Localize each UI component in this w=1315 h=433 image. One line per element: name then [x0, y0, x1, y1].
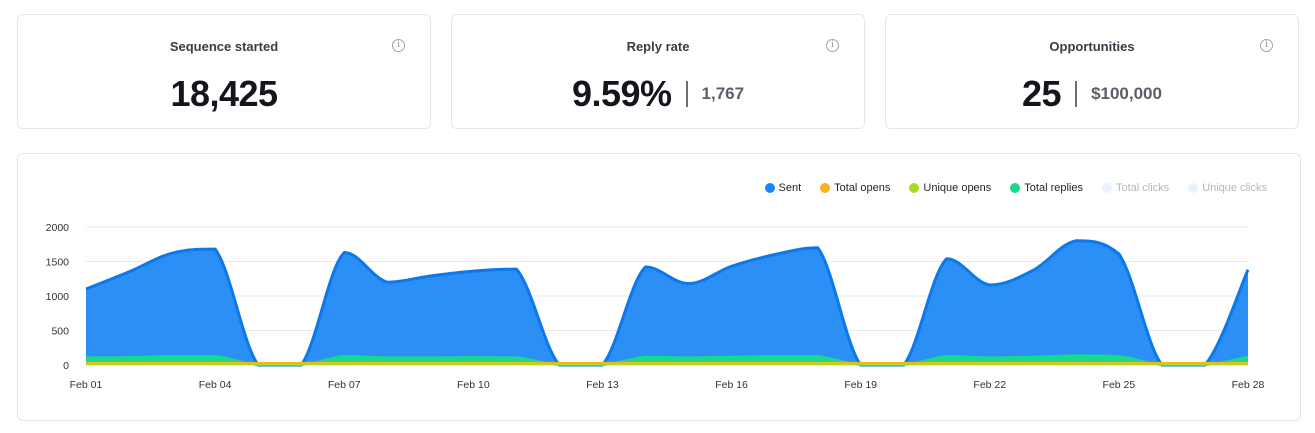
y-tick-label: 500: [51, 326, 69, 338]
x-tick-label: Feb 19: [844, 379, 877, 391]
legend-item-total-clicks[interactable]: Total clicks: [1102, 182, 1169, 194]
legend-item-total-opens[interactable]: Total opens: [820, 182, 890, 194]
value-separator: [685, 81, 688, 107]
card-reply-rate: Reply rate i 9.59% 1,767: [451, 14, 865, 129]
legend-item-unique-opens[interactable]: Unique opens: [909, 182, 991, 194]
info-icon[interactable]: i: [826, 39, 839, 52]
x-tick-label: Feb 16: [715, 379, 748, 391]
card-opportunities: Opportunities i 25 $100,000: [885, 14, 1299, 129]
legend-dot-icon: [1188, 183, 1199, 193]
card-value-row: 25 $100,000: [886, 73, 1298, 115]
y-tick-label: 1000: [46, 291, 70, 303]
card-title: Reply rate: [626, 39, 690, 54]
x-tick-label: Feb 10: [457, 379, 490, 391]
x-tick-label: Feb 25: [1103, 379, 1136, 391]
legend-label: Sent: [778, 182, 802, 194]
legend-item-sent[interactable]: Sent: [764, 182, 802, 194]
y-tick-label: 0: [63, 360, 69, 372]
legend-item-total-replies[interactable]: Total replies: [1010, 182, 1083, 194]
chart-legend: Sent Total opens Unique opens Total repl…: [764, 182, 1267, 194]
card-sequence-started: Sequence started i 18,425: [17, 14, 431, 129]
legend-label: Unique clicks: [1202, 182, 1267, 194]
y-tick-label: 2000: [46, 222, 70, 234]
opportunities-value: 25: [1022, 73, 1062, 114]
card-value-row: 18,425: [18, 73, 430, 115]
card-value-row: 9.59% 1,767: [452, 73, 864, 115]
info-icon[interactable]: i: [1260, 39, 1273, 52]
value-separator: [1075, 81, 1078, 107]
series-area-sent: [86, 240, 1248, 365]
legend-dot-icon: [909, 183, 920, 193]
reply-count-value: 1,767: [701, 84, 745, 103]
legend-dot-icon: [1010, 183, 1021, 193]
legend-label: Total replies: [1024, 182, 1083, 194]
reply-rate-value: 9.59%: [571, 73, 672, 114]
legend-dot-icon: [820, 183, 831, 193]
legend-label: Total opens: [834, 182, 891, 194]
y-tick-label: 1500: [46, 257, 70, 269]
card-title: Opportunities: [1049, 39, 1135, 54]
x-tick-label: Feb 07: [328, 379, 361, 391]
x-tick-label: Feb 13: [586, 379, 619, 391]
legend-dot-icon: [1102, 183, 1112, 193]
legend-label: Unique opens: [923, 182, 992, 194]
sequence-started-value: 18,425: [170, 73, 278, 114]
info-icon[interactable]: i: [392, 39, 405, 52]
opportunities-amount-value: $100,000: [1091, 84, 1162, 103]
x-tick-label: Feb 22: [973, 379, 1006, 391]
x-tick-label: Feb 04: [199, 379, 232, 391]
legend-label: Total clicks: [1116, 182, 1170, 194]
legend-item-unique-clicks[interactable]: Unique clicks: [1188, 182, 1267, 194]
card-title: Sequence started: [169, 39, 279, 54]
x-tick-label: Feb 01: [70, 379, 103, 391]
legend-dot-icon: [764, 183, 775, 193]
x-tick-label: Feb 28: [1232, 379, 1265, 391]
